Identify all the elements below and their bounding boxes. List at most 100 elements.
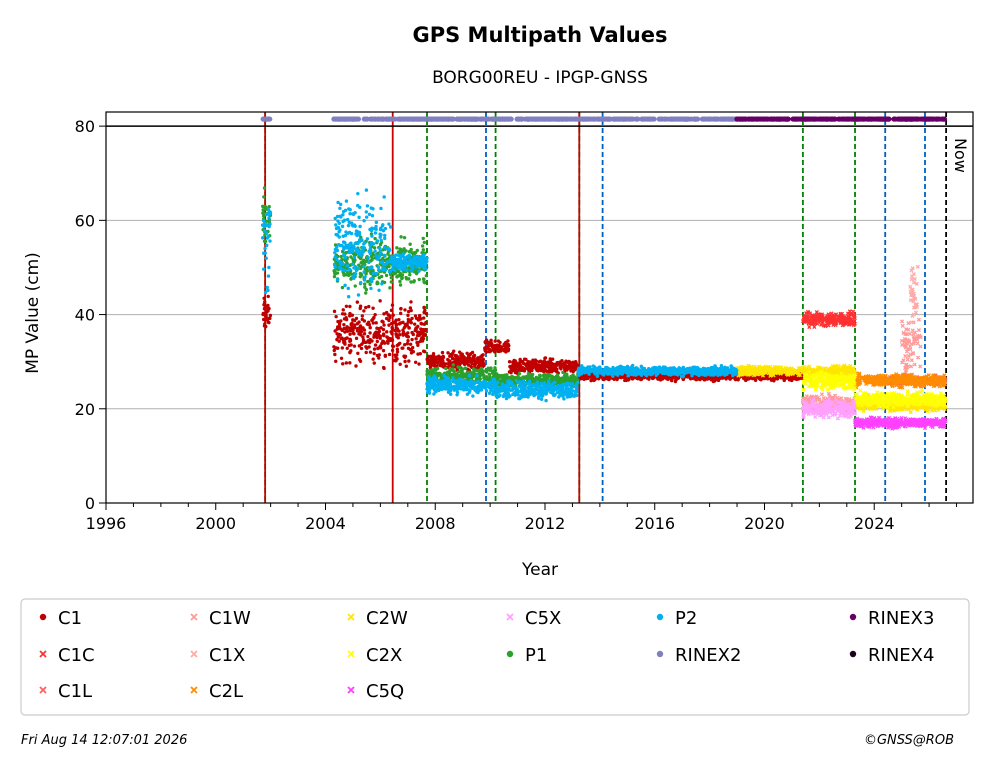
- data-point: [498, 344, 503, 349]
- data-point: [390, 303, 395, 307]
- data-point: [541, 364, 546, 368]
- data-point: [782, 375, 787, 380]
- data-point: [469, 364, 473, 369]
- data-point: [394, 322, 399, 327]
- data-point: [563, 362, 567, 366]
- data-point: [344, 317, 349, 322]
- data-point: [349, 322, 353, 327]
- data-point: [261, 312, 265, 317]
- data-point: [262, 296, 266, 300]
- data-point: [265, 309, 269, 313]
- data-point: [909, 277, 914, 282]
- series-C1X: [908, 264, 920, 325]
- data-point: [409, 308, 413, 313]
- data-point: [495, 345, 500, 350]
- data-point: [688, 377, 693, 381]
- data-point: [354, 336, 359, 341]
- data-point: [908, 284, 913, 289]
- data-point: [377, 346, 381, 350]
- data-point: [787, 378, 792, 382]
- data-point: [569, 362, 574, 366]
- data-point: [490, 344, 494, 348]
- data-point: [493, 346, 497, 350]
- data-point: [268, 316, 272, 321]
- data-point: [550, 368, 554, 373]
- data-point: [390, 348, 395, 353]
- data-point: [908, 410, 913, 415]
- data-point: [361, 335, 365, 339]
- data-point: [457, 362, 462, 367]
- data-point: [264, 324, 268, 329]
- data-point: [386, 339, 390, 344]
- data-point: [417, 313, 422, 318]
- data-point: [412, 322, 417, 326]
- data-point: [362, 319, 367, 323]
- data-point: [556, 360, 560, 365]
- data-point: [348, 332, 352, 336]
- data-point: [639, 377, 643, 382]
- data-point: [339, 336, 343, 341]
- data-point: [376, 330, 380, 335]
- data-point: [357, 332, 361, 336]
- data-point: [518, 357, 522, 362]
- data-point: [348, 350, 352, 355]
- data-point: [918, 364, 923, 369]
- data-point: [480, 355, 484, 359]
- data-point: [916, 328, 921, 333]
- data-point: [413, 314, 418, 318]
- data-point: [358, 306, 362, 311]
- data-point: [400, 346, 404, 350]
- data-point: [812, 324, 817, 329]
- data-point: [907, 331, 912, 336]
- data-point: [354, 316, 359, 321]
- data-point: [348, 361, 352, 365]
- data-point: [262, 306, 267, 311]
- data-point: [466, 363, 471, 367]
- data-point: [372, 333, 376, 337]
- data-point: [439, 356, 443, 360]
- data-point: [446, 357, 450, 362]
- data-point: [522, 357, 527, 361]
- data-point: [481, 357, 486, 362]
- data-point: [658, 378, 663, 382]
- data-point: [382, 366, 386, 371]
- data-point: [395, 343, 399, 348]
- data-point: [421, 327, 425, 332]
- data-point: [343, 330, 347, 334]
- data-point: [670, 378, 674, 383]
- data-point: [571, 366, 576, 371]
- data-point: [266, 306, 270, 310]
- data-point: [402, 354, 406, 358]
- data-point: [357, 344, 362, 348]
- data-point: [332, 309, 337, 314]
- data-point: [339, 356, 344, 361]
- data-point: [397, 333, 402, 337]
- data-point: [916, 355, 921, 360]
- data-point: [506, 339, 510, 343]
- data-point: [826, 415, 831, 420]
- data-point: [404, 364, 409, 368]
- data-point: [356, 351, 360, 356]
- data-point: [422, 316, 426, 320]
- data-point: [461, 360, 465, 364]
- data-point: [459, 353, 463, 358]
- data-point: [421, 349, 426, 353]
- data-point: [398, 362, 402, 366]
- data-point: [367, 345, 371, 349]
- data-points: [260, 116, 948, 431]
- data-point: [334, 359, 338, 364]
- data-point: [381, 327, 386, 332]
- data-point: [380, 341, 384, 346]
- data-point: [475, 357, 479, 361]
- data-point: [354, 364, 358, 368]
- data-point: [419, 330, 423, 334]
- chart-subtitle: BORG00REU - IPGP-GNSS: [432, 68, 648, 88]
- data-point: [440, 361, 444, 366]
- data-point: [698, 377, 702, 382]
- data-point: [631, 376, 635, 380]
- data-point: [406, 309, 411, 314]
- data-point: [626, 377, 631, 382]
- data-point: [448, 354, 452, 358]
- data-point: [387, 352, 392, 357]
- data-point: [406, 331, 410, 335]
